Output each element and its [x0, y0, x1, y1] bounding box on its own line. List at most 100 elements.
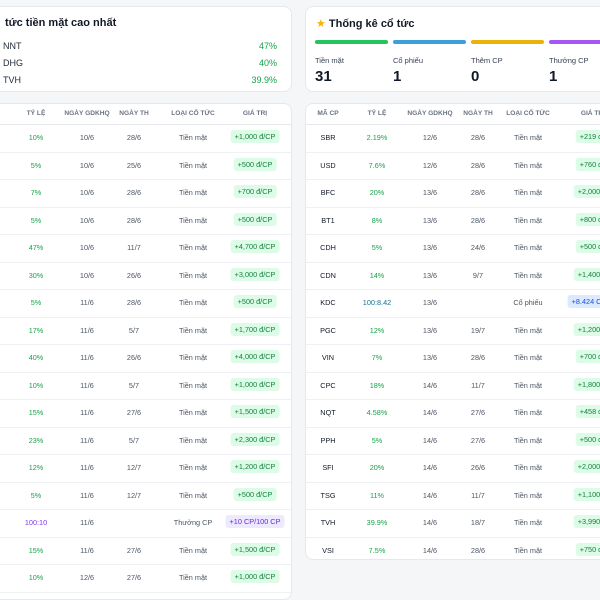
stock-code[interactable]: TVH — [320, 518, 336, 527]
dividend-rate: 20% — [369, 188, 385, 197]
dividend-value-badge: +500 đ/CP — [233, 295, 277, 308]
dividend-type: Tiền mặt — [513, 380, 543, 390]
table-row[interactable]: 10% 12/6 27/6 Tiền mặt +1,000 đ/CP — [0, 564, 291, 593]
table-row[interactable]: 5% 10/6 28/6 Tiền mặt +500 đ/CP — [0, 207, 291, 235]
table-row[interactable]: PPH 5% 14/6 27/6 Tiền mặt +500 đ/ — [306, 427, 600, 455]
top-cash-item[interactable]: NNT 47% — [3, 39, 287, 55]
table-row[interactable]: BFC 20% 13/6 28/6 Tiền mặt +2,000 đ — [306, 179, 600, 208]
additional-color-bar — [471, 40, 544, 44]
table-row[interactable]: CDN 14% 13/6 9/7 Tiền mặt +1,400 đ — [306, 262, 600, 290]
column-header[interactable]: NGÀY TH — [119, 110, 149, 117]
stock-code[interactable]: CPC — [320, 380, 336, 390]
dividend-rate: 5% — [371, 243, 383, 252]
column-header[interactable]: TỶ LỆ — [26, 110, 46, 117]
stock-code[interactable]: BT1 — [321, 215, 335, 225]
stock-code[interactable]: NQT — [320, 408, 336, 417]
stock-code[interactable]: VSI — [322, 545, 334, 555]
dividend-rate: 17% — [28, 325, 44, 335]
dividend-value-badge: +458 đ/ — [575, 405, 600, 418]
dividend-rate: 20% — [369, 463, 385, 472]
column-header[interactable]: GIÁ TRỊ — [242, 110, 268, 117]
table-row[interactable]: 5% 11/6 28/6 Tiền mặt +500 đ/CP — [0, 289, 291, 318]
stat-label: Cổ phiếu — [393, 56, 424, 65]
table-row[interactable]: SFI 20% 14/6 26/6 Tiền mặt +2,000 đ — [306, 454, 600, 483]
table-row[interactable]: NQT 4.58% 14/6 27/6 Tiền mặt +458 đ/ — [306, 399, 600, 428]
table-row[interactable]: 23% 11/6 5/7 Tiền mặt +2,300 đ/CP — [0, 427, 291, 455]
column-header[interactable]: LOẠI CỔ TỨC — [171, 110, 215, 117]
table-row[interactable]: BT1 8% 13/6 28/6 Tiền mặt +800 đ/ — [306, 207, 600, 235]
table-row[interactable]: VIN 7% 13/6 28/6 Tiền mặt +700 đ/ — [306, 344, 600, 373]
top-cash-title: tức tiền mặt cao nhất — [5, 17, 117, 29]
payment-date: 11/7 — [127, 243, 141, 252]
table-row[interactable]: 12% 11/6 12/7 Tiền mặt +1,200 đ/CP — [0, 454, 291, 483]
payment-date: 5/7 — [128, 380, 140, 390]
table-row[interactable]: KDC 100:8.42 13/6 Cổ phiếu +8.424 CP/1 — [306, 289, 600, 318]
table-row[interactable]: SBR 2.19% 12/6 28/6 Tiền mặt +219 đ/ — [306, 124, 600, 153]
dividend-rate: 100:10 — [24, 518, 48, 527]
dividend-value-badge: +2,000 đ — [573, 460, 600, 473]
table-row[interactable]: 5% 11/6 12/7 Tiền mặt +500 đ/CP — [0, 482, 291, 510]
column-header[interactable]: NGÀY TH — [463, 110, 493, 117]
dividend-type: Tiền mặt — [513, 270, 543, 280]
table-row[interactable]: 17% 11/6 5/7 Tiền mặt +1,700 đ/CP — [0, 317, 291, 345]
stat-label: Thêm CP — [471, 56, 503, 65]
stock-code[interactable]: SFI — [322, 463, 334, 472]
dividend-type: Tiền mặt — [513, 353, 543, 362]
ex-date: 11/6 — [80, 298, 94, 307]
stock-code[interactable]: CDH — [320, 243, 336, 252]
table-row[interactable]: 100:10 11/6 Thưởng CP +10 CP/100 CP — [0, 509, 291, 538]
payment-date: 25/6 — [126, 160, 142, 170]
stock-code[interactable]: VIN — [321, 353, 335, 362]
dividend-type: Tiền mặt — [513, 215, 543, 225]
stock-code[interactable]: TSG — [320, 490, 336, 500]
table-row[interactable]: 15% 11/6 27/6 Tiền mặt +1,500 đ/CP — [0, 399, 291, 428]
table-row[interactable]: CDH 5% 13/6 24/6 Tiền mặt +500 đ/ — [306, 234, 600, 263]
stock-code[interactable]: PGC — [320, 325, 336, 335]
dividend-type: Tiền mặt — [513, 518, 543, 527]
table-row[interactable]: 15% 11/6 27/6 Tiền mặt +1,500 đ/CP — [0, 537, 291, 565]
stock-code[interactable]: CDN — [320, 270, 336, 280]
stock-code[interactable]: KDC — [320, 298, 336, 307]
stock-code[interactable]: PPH — [320, 435, 336, 445]
table-header: TỶ LỆ NGÀY GDKHQ NGÀY TH LOẠI CỔ TỨC GIÁ TRỊ — [0, 104, 291, 125]
column-header[interactable]: NGÀY GDKHQ — [407, 110, 453, 117]
dividend-value-badge: +500 đ/ — [575, 432, 600, 446]
column-header[interactable]: GIÁ TR — [580, 110, 600, 117]
table-row[interactable]: CPC 18% 14/6 11/7 Tiền mặt +1,800 đ — [306, 372, 600, 400]
column-header[interactable]: MÃ CP — [317, 110, 339, 117]
stock-code[interactable]: BFC — [320, 188, 336, 197]
table-row[interactable]: 30% 10/6 26/6 Tiền mặt +3,000 đ/CP — [0, 262, 291, 290]
ex-date: 13/6 — [422, 188, 438, 197]
dividend-value-badge: +1,700 đ/CP — [230, 322, 280, 336]
stock-code[interactable]: SBR — [320, 133, 336, 142]
stock-code[interactable]: USD — [320, 160, 336, 170]
dividend-rate: 47% — [28, 243, 44, 252]
dividend-value-badge: +760 đ/ — [575, 157, 600, 171]
stats-title-text: Thống kê cổ tức — [328, 18, 415, 30]
table-row[interactable]: 10% 11/6 5/7 Tiền mặt +1,000 đ/CP — [0, 372, 291, 400]
dividend-rate: 4.58% — [366, 408, 388, 417]
dividend-value-badge: +3,000 đ/CP — [230, 267, 280, 281]
table-row[interactable]: TVH 39.9% 14/6 18/7 Tiền mặt +3,990 đ — [306, 509, 600, 538]
dividend-type: Tiền mặt — [178, 298, 208, 307]
column-header[interactable]: LOẠI CỔ TỨC — [506, 110, 550, 117]
column-header[interactable]: NGÀY GDKHQ — [64, 110, 110, 117]
dividend-type: Tiền mặt — [513, 243, 543, 252]
table-row[interactable]: VSI 7.5% 14/6 28/6 Tiền mặt +750 đ/ — [306, 537, 600, 560]
dividend-rate: 12% — [369, 325, 385, 335]
table-row[interactable]: 5% 10/6 25/6 Tiền mặt +500 đ/CP — [0, 152, 291, 180]
table-row[interactable]: 10% 10/6 28/6 Tiền mặt +1,000 đ/CP — [0, 124, 291, 153]
table-row[interactable]: TSG 11% 14/6 11/7 Tiền mặt +1,100 đ — [306, 482, 600, 510]
table-row[interactable]: 47% 10/6 11/7 Tiền mặt +4,700 đ/CP — [0, 234, 291, 263]
table-row[interactable]: PGC 12% 13/6 19/7 Tiền mặt +1,200 đ — [306, 317, 600, 345]
ex-date: 14/6 — [422, 380, 438, 390]
ex-date: 13/6 — [422, 270, 438, 280]
dividend-type: Tiền mặt — [178, 325, 208, 335]
column-header[interactable]: TỶ LỆ — [367, 110, 387, 117]
top-cash-item[interactable]: TVH 39.9% — [3, 73, 287, 89]
table-row[interactable]: USD 7.6% 12/6 28/6 Tiền mặt +760 đ/ — [306, 152, 600, 180]
table-row[interactable]: 40% 11/6 26/6 Tiền mặt +4,000 đ/CP — [0, 344, 291, 373]
top-cash-item[interactable]: DHG 40% — [3, 56, 287, 72]
ex-date: 12/6 — [422, 133, 438, 142]
table-row[interactable]: 7% 10/6 28/6 Tiền mặt +700 đ/CP — [0, 179, 291, 208]
